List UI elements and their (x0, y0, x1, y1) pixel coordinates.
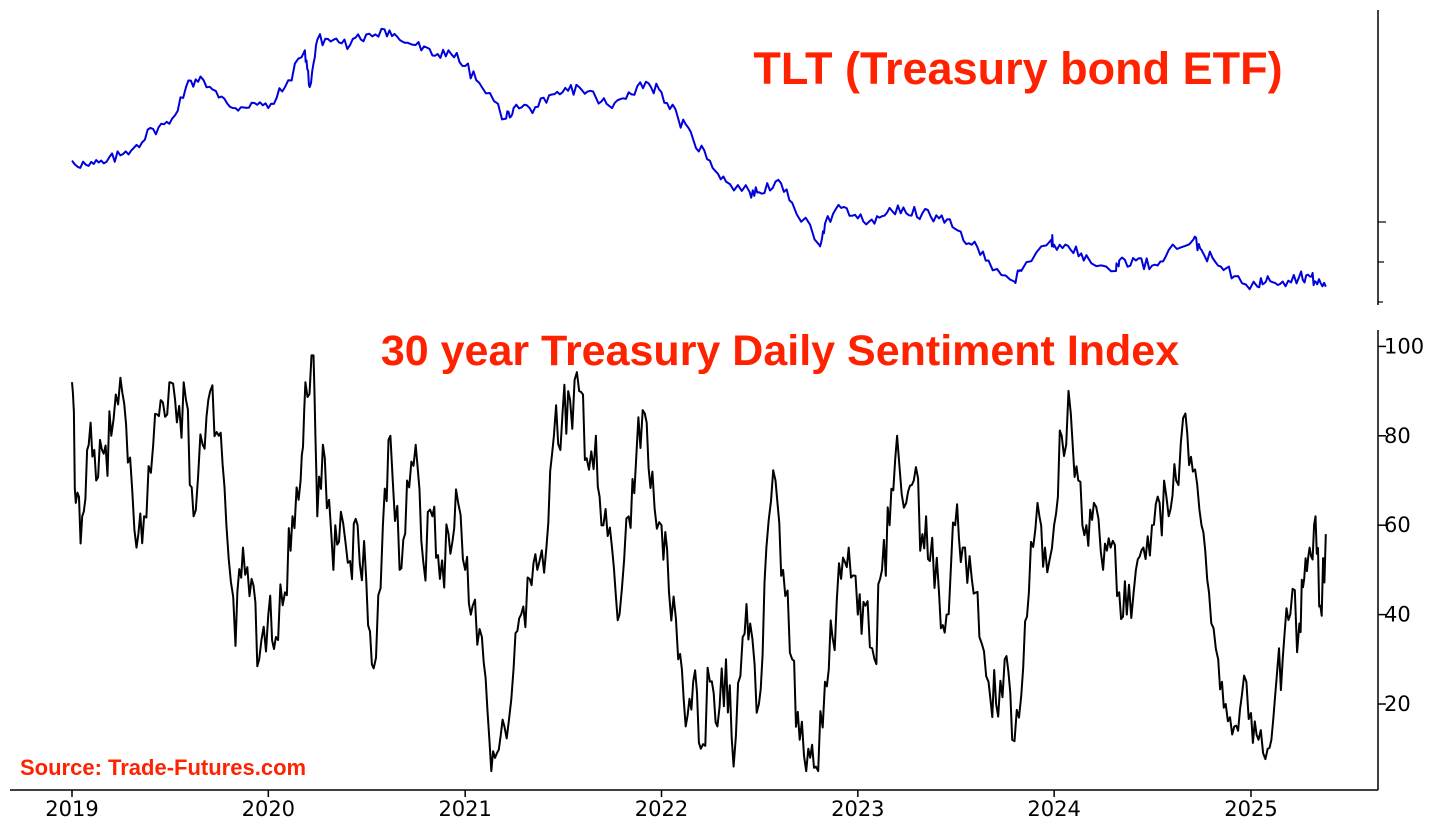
dsi-y-ticks-group: 20 40 60 80 100 (1378, 334, 1424, 716)
tlt-price-line (71, 27, 1327, 291)
y-tick-label: 80 (1384, 424, 1411, 448)
x-tick-label: 2024 (1027, 797, 1080, 821)
tlt-panel: TLT (Treasury bond ETF) (71, 10, 1386, 305)
source-label: Source: Trade-Futures.com (20, 755, 306, 780)
tlt-series-group (71, 27, 1327, 291)
x-tick-label: 2025 (1224, 797, 1277, 821)
x-tick-label: 2023 (831, 797, 884, 821)
dsi-panel: 20 40 60 80 100 2019 2020 2021 2022 2023 2024 2025… (10, 327, 1424, 821)
y-tick-label: 40 (1384, 603, 1411, 627)
tlt-chart-title: TLT (Treasury bond ETF) (753, 43, 1282, 94)
dsi-x-ticks-group: 2019 2020 2021 2022 2023 2024 2025 (45, 790, 1278, 821)
x-tick-label: 2021 (438, 797, 491, 821)
dsi-series-group (71, 354, 1327, 773)
x-tick-label: 2020 (242, 797, 295, 821)
y-tick-label: 100 (1384, 334, 1424, 358)
y-tick-label: 60 (1384, 513, 1411, 537)
y-tick-label: 20 (1384, 692, 1411, 716)
dsi-chart-title: 30 year Treasury Daily Sentiment Index (381, 327, 1179, 375)
x-tick-label: 2022 (635, 797, 688, 821)
dsi-sentiment-line (71, 354, 1327, 773)
x-tick-label: 2019 (45, 797, 98, 821)
